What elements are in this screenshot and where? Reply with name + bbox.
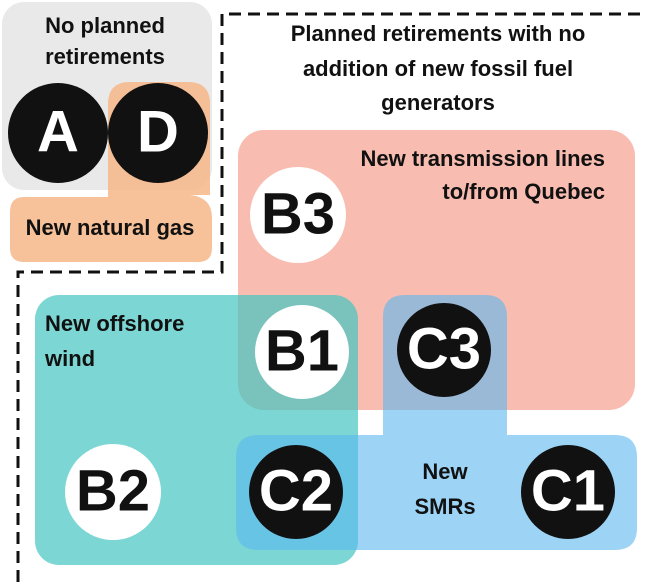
scenario-A: A [8, 83, 108, 183]
label: No planned [45, 13, 165, 38]
scenario-label: A [37, 99, 79, 164]
label: New natural gas [26, 215, 195, 240]
scenario-B2: B2 [65, 444, 161, 540]
label: New offshore [45, 311, 184, 336]
title: addition of new fossil fuel [303, 56, 573, 81]
title: generators [381, 90, 495, 115]
label: New [422, 459, 468, 484]
scenario-label: B2 [76, 458, 150, 523]
label: wind [44, 346, 95, 371]
scenario-B3: B3 [250, 167, 346, 263]
scenario-C3: C3 [397, 303, 491, 397]
label: SMRs [414, 494, 475, 519]
label: to/from Quebec [442, 179, 605, 204]
scenario-label: C2 [259, 458, 333, 523]
scenario-C2: C2 [249, 445, 343, 539]
scenario-label: B3 [261, 181, 335, 246]
scenario-label: C3 [407, 316, 481, 381]
label: New transmission lines [360, 146, 605, 171]
label: retirements [45, 44, 165, 69]
title: Planned retirements with no [291, 21, 586, 46]
scenario-label: B1 [265, 318, 339, 383]
scenario-D: D [108, 83, 208, 183]
scenario-B1: B1 [255, 305, 349, 399]
scenario-C1: C1 [521, 445, 615, 539]
scenario-label: C1 [531, 458, 605, 523]
scenario-label: D [137, 99, 179, 164]
dashed-boundary [16, 12, 640, 587]
